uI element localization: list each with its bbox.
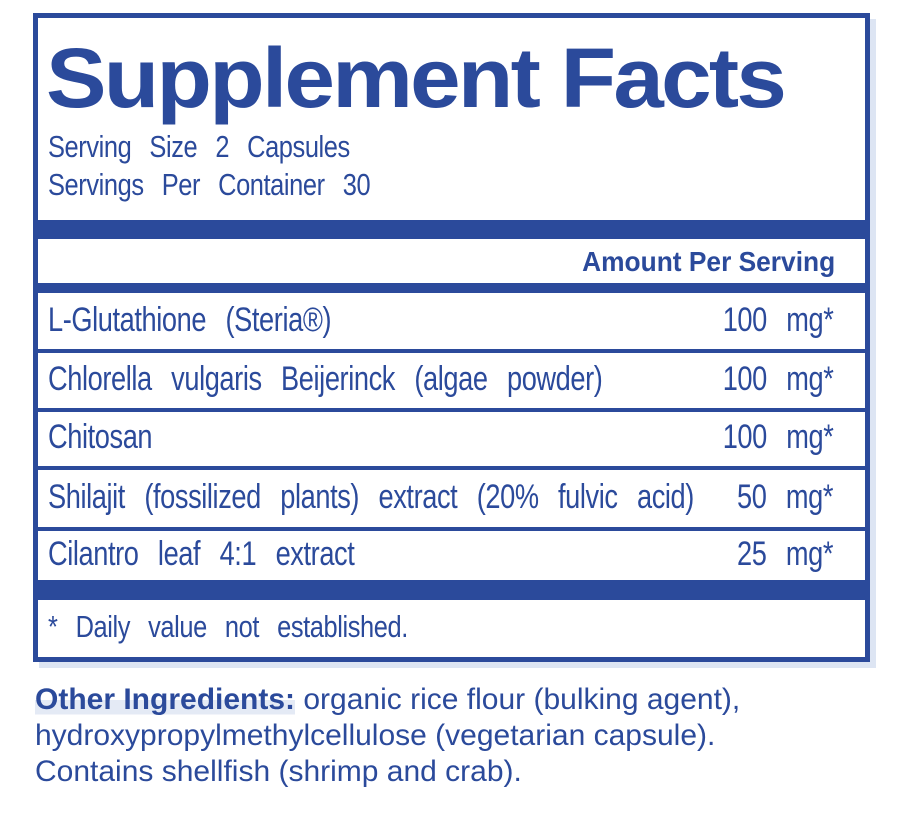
divider-medium (38, 283, 865, 293)
servings-per-container: Servings Per Container 30 (48, 167, 371, 202)
amount-per-serving-header: Amount Per Serving (581, 246, 835, 277)
panel-title: Supplement Facts (46, 31, 787, 125)
serving-size: Serving Size 2 Capsules (48, 129, 350, 164)
ingredient-amount: 25 mg* (736, 534, 833, 573)
table-row: Cilantro leaf 4:1 extract 25 mg* (38, 531, 865, 580)
divider-thick-top (38, 220, 865, 239)
daily-value-footnote: * Daily value not established. (48, 609, 408, 644)
ingredient-table: L-Glutathione (Steria®) 100 mg* Chlorell… (38, 295, 865, 580)
other-ingredients-paragraph: Other Ingredients: organic rice flour (b… (35, 682, 887, 790)
other-ingredients-text: organic rice flour (bulking agent), hydr… (35, 683, 741, 788)
table-row: L-Glutathione (Steria®) 100 mg* (38, 295, 865, 353)
ingredient-amount: 100 mg* (722, 300, 833, 339)
ingredient-name: Chitosan (48, 417, 153, 456)
ingredient-name: Chlorella vulgaris Beijerinck (algae pow… (48, 359, 603, 398)
table-row: Chlorella vulgaris Beijerinck (algae pow… (38, 353, 865, 412)
supplement-facts-panel: Supplement Facts Serving Size 2 Capsules… (33, 13, 870, 662)
ingredient-name: Shilajit (fossilized plants) extract (20… (48, 477, 694, 516)
table-row: Shilajit (fossilized plants) extract (20… (38, 470, 865, 531)
ingredient-amount: 100 mg* (722, 417, 833, 456)
ingredient-amount: 100 mg* (722, 359, 833, 398)
ingredient-name: L-Glutathione (Steria®) (48, 300, 332, 339)
ingredient-amount: 50 mg* (736, 477, 833, 516)
divider-thick-bottom (38, 580, 865, 600)
other-ingredients-label: Other Ingredients: (35, 683, 296, 716)
table-row: Chitosan 100 mg* (38, 412, 865, 470)
ingredient-name: Cilantro leaf 4:1 extract (48, 534, 355, 573)
